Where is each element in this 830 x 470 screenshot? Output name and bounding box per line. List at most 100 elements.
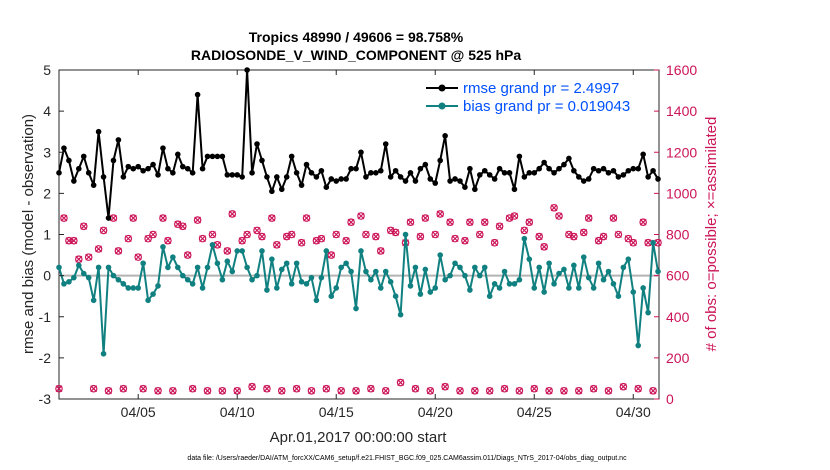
- obs-possible-marker: [609, 214, 618, 222]
- rmse-point: [105, 215, 112, 221]
- bias-point: [234, 248, 241, 254]
- right-tick-label: 1000: [666, 185, 697, 201]
- obs-assimilated-marker: [105, 387, 112, 395]
- obs-possible-marker: [456, 386, 464, 395]
- obs-possible-marker: [485, 386, 494, 395]
- bias-point: [125, 285, 132, 291]
- rmse-point: [288, 153, 295, 160]
- rmse-point: [353, 165, 359, 172]
- bias-point: [392, 293, 399, 299]
- bias-point: [655, 268, 661, 275]
- obs-assimilated-marker: [332, 231, 340, 238]
- rmse-point: [189, 170, 196, 176]
- right-tick-label: 1200: [666, 144, 697, 160]
- bias-point: [95, 264, 102, 271]
- obs-assimilated-marker: [228, 210, 236, 218]
- bias-point: [506, 281, 513, 287]
- y-tick-label: 3: [43, 144, 51, 160]
- bias-point: [368, 276, 374, 283]
- bias-point: [432, 285, 439, 291]
- obs-possible-marker: [594, 236, 603, 245]
- obs-assimilated-marker: [600, 233, 607, 240]
- bias-point: [605, 268, 612, 275]
- y-tick-label: 5: [43, 62, 51, 78]
- obs-possible-marker: [649, 386, 657, 395]
- obs-assimilated-marker: [431, 231, 439, 238]
- obs-assimilated-marker: [471, 387, 479, 395]
- x-tick-label: 04/25: [517, 404, 552, 420]
- obs-possible-marker: [520, 226, 529, 235]
- rmse-point: [412, 178, 419, 184]
- bias-point: [407, 283, 414, 289]
- obs-possible-marker: [535, 232, 543, 241]
- rmse-point: [625, 167, 632, 174]
- rmse-point: [556, 165, 562, 172]
- rmse-point: [145, 165, 151, 172]
- rmse-point: [254, 141, 260, 147]
- obs-assimilated-marker: [124, 235, 132, 243]
- bias-point: [303, 281, 310, 287]
- obs-assimilated-marker: [416, 233, 424, 240]
- rmse-point: [650, 167, 656, 174]
- obs-assimilated-marker: [100, 226, 107, 234]
- obs-possible-marker: [89, 384, 98, 393]
- rmse-point: [323, 184, 330, 191]
- rmse-point: [160, 145, 166, 151]
- obs-assimilated-marker: [253, 226, 261, 234]
- obs-assimilated-marker: [70, 237, 78, 245]
- plot-area: [58, 69, 660, 400]
- obs-possible-marker: [604, 386, 613, 395]
- obs-possible-marker: [357, 212, 365, 220]
- obs-possible-marker: [253, 226, 261, 235]
- bias-point: [328, 293, 335, 299]
- rmse-point: [110, 157, 117, 164]
- obs-possible-marker: [193, 216, 202, 224]
- obs-possible-marker: [70, 236, 78, 245]
- rmse-point: [576, 174, 582, 180]
- bias-point: [595, 260, 602, 267]
- obs-possible-marker: [84, 253, 93, 261]
- bias-point: [288, 281, 295, 287]
- rmse-point: [71, 178, 77, 184]
- obs-assimilated-marker: [248, 383, 256, 391]
- bias-point: [496, 285, 503, 291]
- obs-possible-marker: [629, 238, 638, 247]
- obs-possible-marker: [337, 386, 345, 395]
- obs-possible-marker: [421, 214, 430, 222]
- rmse-point: [140, 167, 146, 174]
- obs-assimilated-marker: [590, 385, 598, 393]
- obs-assimilated-marker: [362, 231, 370, 238]
- obs-possible-marker: [317, 234, 326, 243]
- bias-point: [323, 248, 330, 254]
- rmse-point: [566, 155, 572, 162]
- right-tick-label: 200: [666, 350, 690, 366]
- obs-assimilated-marker: [199, 235, 206, 243]
- obs-assimilated-marker: [357, 212, 365, 220]
- bias-point: [481, 264, 488, 271]
- obs-possible-marker: [461, 236, 469, 245]
- obs-assimilated-marker: [441, 383, 449, 391]
- obs-assimilated-marker: [119, 385, 127, 393]
- bias-point: [521, 235, 528, 242]
- obs-possible-marker: [149, 230, 157, 239]
- rmse-point: [338, 176, 344, 182]
- obs-assimilated-marker: [639, 218, 647, 226]
- obs-assimilated-marker: [263, 385, 271, 393]
- rmse-point: [580, 178, 587, 184]
- legend: rmse grand pr = 2.4997 bias grand pr = 0…: [426, 80, 630, 115]
- rmse-point: [179, 163, 186, 170]
- obs-assimilated-marker: [560, 387, 568, 395]
- bias-point: [219, 276, 226, 283]
- rmse-point: [506, 170, 513, 176]
- y-axis-label: rmse and bias (model - observation): [20, 114, 37, 354]
- obs-assimilated-marker: [461, 237, 469, 245]
- rmse-point: [571, 167, 577, 174]
- bias-point: [85, 274, 92, 281]
- rmse-point: [274, 174, 280, 180]
- bias-point: [556, 270, 562, 277]
- bias-point: [551, 281, 557, 287]
- obs-possible-marker: [471, 386, 479, 395]
- obs-possible-marker: [575, 386, 583, 395]
- bias-point: [531, 285, 538, 291]
- legend-rmse-marker: [438, 84, 446, 92]
